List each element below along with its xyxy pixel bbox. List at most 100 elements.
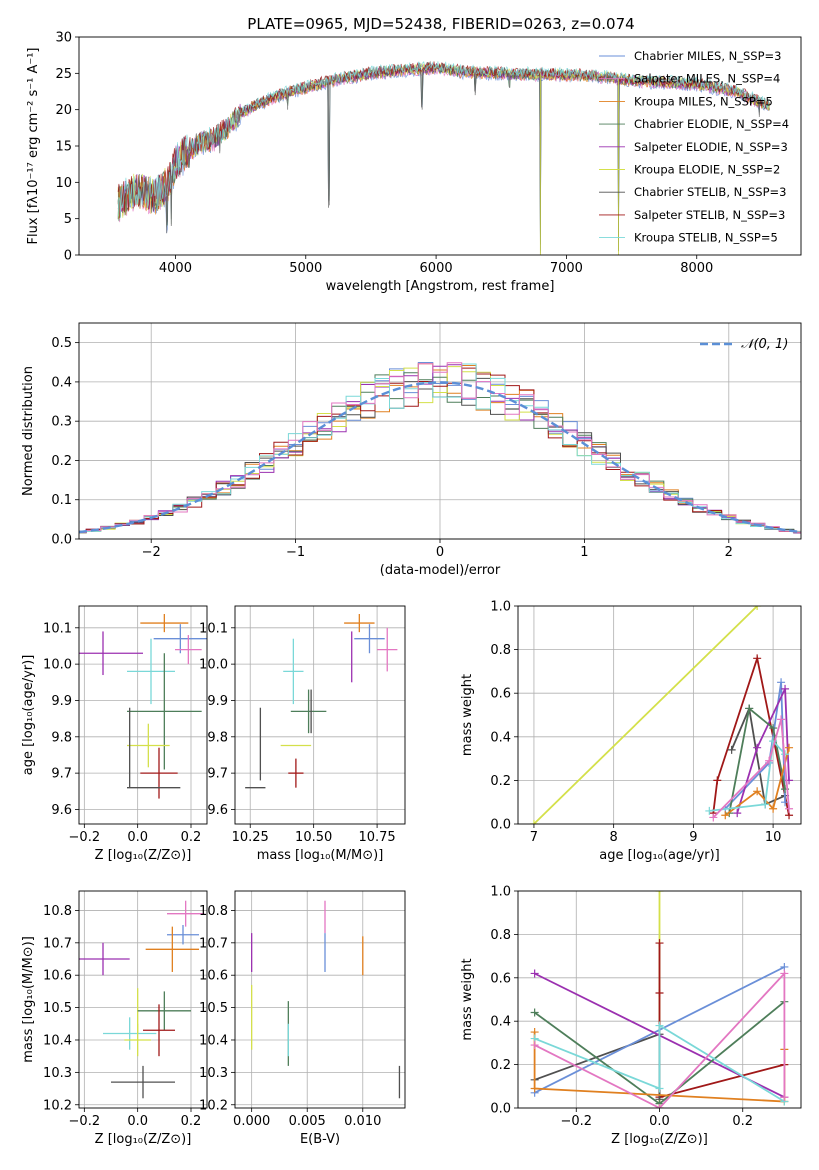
weight-marker	[777, 678, 786, 687]
plot-frame	[517, 605, 802, 825]
y-axis-label: mass weight	[460, 674, 475, 756]
y-tick-label: 10.0	[199, 658, 228, 673]
y-tick-label: 0.3	[51, 415, 72, 430]
legend-label: Salpeter MILES, N_SSP=4	[634, 72, 780, 86]
weight-marker	[655, 988, 664, 997]
y-tick-label: 9.7	[207, 767, 228, 782]
chart-mass-vs-EBV: 0.000 0.005 0.010 10.2 10.3 10.4 10.5 10.6 10.7 1…	[199, 890, 406, 1147]
y-tick-label: 0.2	[490, 1058, 511, 1073]
weight-marker	[785, 743, 794, 752]
x-tick-label: −1	[286, 545, 305, 560]
x-axis-label: E(B-V)	[300, 1132, 340, 1147]
x-tick-label: 0.000	[233, 1114, 270, 1129]
weight-line	[533, 606, 758, 824]
y-tick-label: 10.3	[199, 1066, 228, 1081]
y-axis-label: mass [log₁₀(M/M⊙)]	[21, 936, 36, 1063]
x-axis-label: Z [log₁₀(Z/Z⊙)]	[95, 1132, 192, 1147]
x-tick-label: 5000	[289, 261, 322, 276]
plot-frame	[234, 890, 406, 1109]
plot-area-age-vs-mass	[245, 613, 398, 789]
x-tick-label: −0.2	[69, 1114, 101, 1129]
legend-label: Chabrier MILES, N_SSP=3	[634, 49, 781, 63]
x-tick-label: 10.50	[295, 830, 332, 845]
legend-label: 𝒩(0, 1)	[741, 337, 788, 352]
x-tick-label: 1	[580, 545, 588, 560]
x-tick-label: 7000	[550, 261, 583, 276]
weight-marker	[745, 704, 754, 713]
x-tick-label: 7	[530, 830, 538, 845]
weight-marker	[769, 804, 778, 813]
weight-marker	[530, 969, 539, 978]
y-tick-label: 9.8	[51, 730, 72, 745]
y-tick-label: 5	[64, 212, 72, 227]
plot-area-age-vs-Z	[79, 613, 207, 799]
x-tick-label: 2	[725, 545, 733, 560]
y-tick-label: 10.3	[43, 1066, 72, 1081]
y-tick-label: 0.6	[490, 687, 511, 702]
y-axis-label: mass weight	[460, 958, 475, 1040]
x-tick-label: 0.005	[289, 1114, 326, 1129]
legend-label: Salpeter STELIB, N_SSP=3	[634, 208, 785, 222]
y-tick-label: 0.4	[490, 1015, 511, 1030]
y-tick-label: 10.6	[43, 969, 72, 984]
y-tick-label: 0	[64, 249, 72, 264]
y-tick-label: 0.4	[490, 730, 511, 745]
x-tick-label: −0.2	[560, 1114, 592, 1129]
weight-marker	[530, 1008, 539, 1017]
spectrum-line	[117, 60, 770, 254]
y-tick-label: 9.6	[207, 803, 228, 818]
chart-spectrum: 4000 5000 6000 7000 8000 0 5 10 15 20 25 30 waveleng…	[26, 15, 802, 294]
weight-marker	[530, 1041, 539, 1050]
y-tick-label: 10.0	[43, 658, 72, 673]
legend-label: Kroupa MILES, N_SSP=5	[634, 94, 773, 108]
y-tick-label: 9.7	[51, 767, 72, 782]
normal-curve	[79, 381, 801, 534]
y-tick-label: 0.6	[490, 971, 511, 986]
y-tick-label: 10.5	[199, 1001, 228, 1016]
x-tick-label: 0.0	[127, 1114, 148, 1129]
y-tick-label: 10.5	[43, 1001, 72, 1016]
y-tick-label: 10.7	[199, 936, 228, 951]
x-tick-label: −0.2	[69, 830, 101, 845]
y-tick-label: 1.0	[490, 600, 511, 615]
x-tick-label: 0	[436, 545, 444, 560]
weight-marker	[721, 811, 730, 820]
weight-marker	[655, 891, 664, 895]
x-tick-label: 0.2	[181, 1114, 202, 1129]
weight-marker	[769, 724, 778, 733]
y-axis-label: age [log₁₀(age/yr)]	[21, 655, 36, 776]
weight-marker	[753, 606, 762, 610]
x-tick-label: 0.2	[732, 1114, 753, 1129]
weight-marker	[655, 1021, 664, 1030]
plot-area-mass-vs-EBV	[251, 900, 401, 1099]
weight-line	[712, 719, 790, 819]
y-tick-label: 9.9	[51, 694, 72, 709]
x-axis-label: mass [log₁₀(M/M⊙)]	[257, 848, 384, 863]
y-tick-label: 0.8	[490, 928, 511, 943]
x-axis-label: Z [log₁₀(Z/Z⊙)]	[611, 1132, 708, 1147]
y-tick-label: 10.8	[43, 904, 72, 919]
spectrum-line	[117, 61, 770, 219]
y-tick-label: 0.2	[51, 454, 72, 469]
y-tick-label: 9.8	[207, 730, 228, 745]
y-tick-label: 10.4	[43, 1033, 72, 1048]
y-axis-label: Normed distribution	[21, 366, 36, 496]
weight-marker	[753, 743, 762, 752]
x-axis-label: Z [log₁₀(Z/Z⊙)]	[95, 848, 192, 863]
x-tick-label: −2	[142, 545, 161, 560]
weight-marker	[780, 969, 789, 978]
plot-area-weight-vs-Z	[530, 891, 789, 1108]
y-tick-label: 0.1	[51, 493, 72, 508]
chart-title: PLATE=0965, MJD=52438, FIBERID=0263, z=0…	[247, 15, 634, 33]
weight-marker	[785, 804, 794, 813]
y-tick-label: 10.6	[199, 969, 228, 984]
weight-line	[728, 706, 786, 814]
x-tick-label: 0.010	[344, 1114, 381, 1129]
plot-area-mass-vs-Z	[79, 900, 205, 1099]
x-tick-label: 10.75	[358, 830, 395, 845]
y-tick-label: 10.2	[199, 1098, 228, 1113]
plot-frame	[78, 605, 208, 825]
chart-residual-hist: −2 −1 0 1 2 0.0 0.1 0.2 0.3 0.4 0.5 (data-model)/er…	[21, 322, 802, 578]
chart-mass-vs-Z: −0.2 0.0 0.2 10.2 10.3 10.4 10.5 10.6 10.7 10.8 Z …	[21, 890, 208, 1147]
